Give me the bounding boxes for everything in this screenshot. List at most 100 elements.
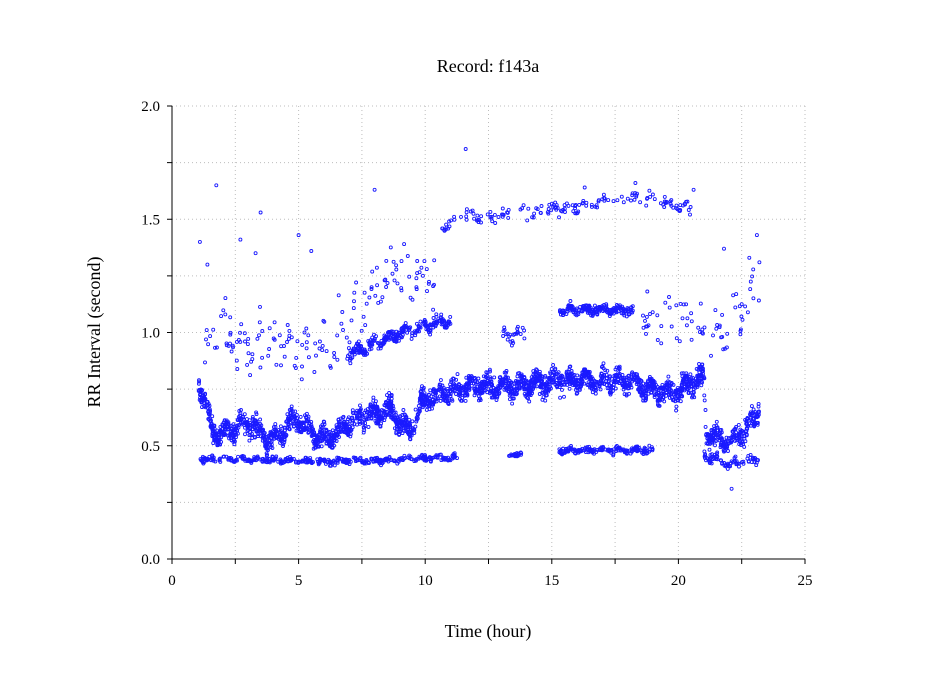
data-point [459,398,464,403]
data-point [633,447,638,452]
data-point [229,349,234,354]
data-point [745,426,749,431]
data-point [525,218,530,223]
data-point [464,207,469,212]
data-point [397,331,402,336]
data-point [650,383,655,388]
data-point [674,336,679,341]
data-point [488,215,493,220]
data-point [318,438,323,443]
data-point [234,428,239,433]
data-point [667,295,671,299]
data-point [756,404,761,409]
data-point [439,312,444,317]
data-point [372,332,376,337]
data-point [198,388,203,393]
data-point [754,233,759,238]
data-point [364,301,369,306]
data-point [247,457,252,462]
data-point [642,449,647,454]
data-points [196,147,762,491]
data-point [450,387,455,392]
data-point [254,421,259,426]
data-point [674,408,679,413]
data-point [570,375,575,380]
data-point [390,271,395,276]
data-point [597,383,602,388]
data-point [416,403,421,408]
data-point [532,380,537,385]
data-point [580,309,585,314]
data-point [230,343,235,348]
data-point [492,212,497,217]
data-point [611,385,616,390]
data-point [679,371,684,376]
data-point [203,391,208,396]
data-point [535,207,540,212]
data-point [592,307,597,312]
data-point [384,285,389,289]
data-point [485,212,490,217]
data-point [650,378,654,383]
data-point [273,422,278,427]
data-point [386,330,391,335]
data-point [258,427,263,432]
data-point [253,251,258,256]
data-point [757,260,762,265]
data-point [754,460,759,465]
data-point [702,398,707,403]
data-point [385,334,390,339]
data-point [467,387,472,392]
data-point [352,421,357,426]
data-point [736,461,741,466]
data-point [416,412,420,417]
data-point [471,211,476,216]
data-point [616,446,621,451]
data-point [432,258,437,263]
data-point [680,388,685,392]
data-point [438,452,443,457]
data-point [416,324,421,329]
data-point [697,330,702,334]
data-point [560,387,564,392]
data-point [255,336,260,341]
data-point [505,331,510,336]
data-point [593,309,598,314]
data-point [433,454,438,459]
data-point [580,201,585,206]
data-point [255,421,260,426]
data-point [744,421,749,426]
data-point [444,225,449,230]
data-point [367,295,372,300]
data-point [286,418,291,423]
data-point [369,285,374,290]
data-point [324,349,329,354]
data-point [576,447,581,452]
data-point [522,387,527,392]
data-point [243,339,247,344]
data-point [376,346,381,351]
data-point [730,429,735,434]
data-point [223,296,228,301]
data-point [426,281,431,286]
data-point [316,435,321,440]
data-point [304,415,309,420]
data-point [595,312,600,317]
data-point [506,375,510,380]
data-point [304,411,309,416]
data-point [336,293,341,298]
data-point [446,457,451,462]
data-point [452,214,457,219]
data-point [272,427,277,432]
data-point [437,382,442,387]
data-point [408,436,412,441]
data-point [569,371,574,376]
data-point [337,457,342,462]
data-point [519,451,524,456]
data-point [362,290,367,295]
data-point [571,310,576,315]
data-point [629,385,634,390]
data-point [473,390,478,395]
data-point [211,455,216,460]
data-point [372,405,377,410]
